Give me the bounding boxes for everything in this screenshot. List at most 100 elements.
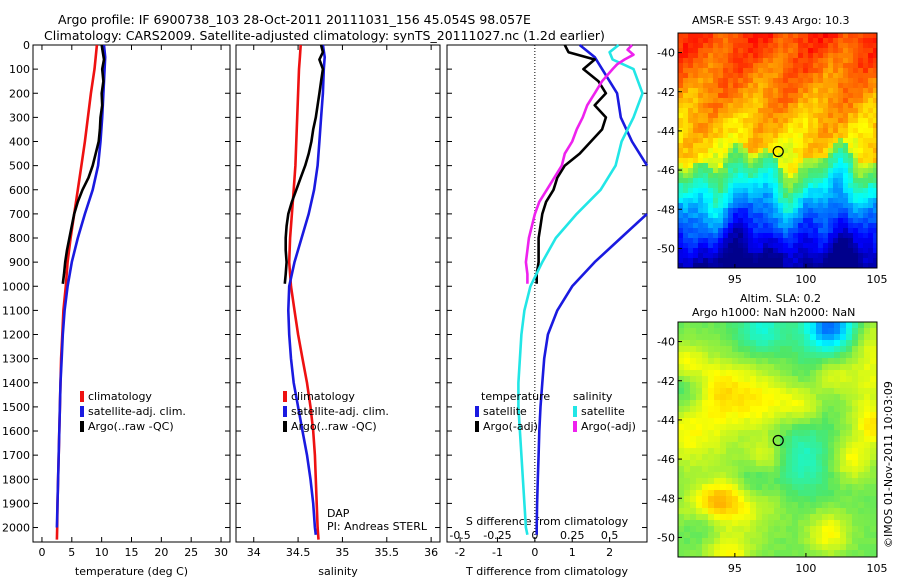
heatmap-cell: [848, 188, 853, 193]
heatmap-cell: [683, 193, 688, 198]
heatmap-cell: [792, 400, 798, 406]
heatmap-cell: [702, 322, 708, 328]
heatmap-cell: [823, 248, 828, 253]
heatmap-cell: [690, 400, 696, 406]
heatmap-cell: [846, 412, 852, 418]
x-tick-label-difference: -1: [492, 546, 503, 559]
heatmap-cell: [702, 454, 708, 460]
heatmap-cell: [723, 48, 728, 53]
heatmap-cell: [753, 183, 758, 188]
heatmap-cell: [728, 238, 733, 243]
heatmap-cell: [828, 484, 834, 490]
heatmap-cell: [708, 394, 714, 400]
heatmap-cell: [843, 253, 848, 258]
heatmap-cell: [743, 243, 748, 248]
heatmap-cell: [843, 43, 848, 48]
heatmap-cell: [843, 48, 848, 53]
map-y-tick-label: -42: [657, 86, 675, 99]
heatmap-cell: [858, 218, 863, 223]
heatmap-cell: [786, 484, 792, 490]
heatmap-cell: [708, 472, 714, 478]
heatmap-cell: [873, 48, 877, 53]
heatmap-cell: [688, 263, 693, 268]
heatmap-cell: [684, 364, 690, 370]
heatmap-cell: [848, 173, 853, 178]
heatmap-cell: [780, 430, 786, 436]
heatmap-cell: [843, 138, 848, 143]
heatmap-cell: [873, 158, 877, 163]
heatmap-cell: [833, 48, 838, 53]
heatmap-cell: [873, 118, 877, 123]
heatmap-cell: [816, 460, 822, 466]
heatmap-cell: [684, 418, 690, 424]
heatmap-cell: [863, 168, 868, 173]
heatmap-cell: [714, 454, 720, 460]
heatmap-cell: [816, 424, 822, 430]
heatmap-cell: [720, 490, 726, 496]
heatmap-cell: [756, 346, 762, 352]
heatmap-cell: [718, 143, 723, 148]
heatmap-cell: [738, 406, 744, 412]
heatmap-cell: [838, 148, 843, 153]
heatmap-cell: [788, 33, 793, 38]
heatmap-cell: [743, 123, 748, 128]
heatmap-cell: [798, 334, 804, 340]
heatmap-cell: [828, 544, 834, 550]
heatmap-cell: [774, 370, 780, 376]
heatmap-cell: [774, 508, 780, 514]
heatmap-cell: [768, 68, 773, 73]
heatmap-cell: [718, 228, 723, 233]
heatmap-cell: [758, 188, 763, 193]
heatmap-cell: [804, 340, 810, 346]
heatmap-cell: [778, 228, 783, 233]
heatmap-cell: [738, 484, 744, 490]
heatmap-cell: [696, 484, 702, 490]
heatmap-cell: [703, 228, 708, 233]
heatmap-cell: [684, 412, 690, 418]
heatmap-cell: [833, 153, 838, 158]
heatmap-cell: [813, 63, 818, 68]
heatmap-cell: [713, 128, 718, 133]
heatmap-cell: [720, 436, 726, 442]
heatmap-cell: [774, 466, 780, 472]
heatmap-cell: [763, 228, 768, 233]
heatmap-cell: [803, 208, 808, 213]
heatmap-cell: [798, 484, 804, 490]
heatmap-cell: [808, 133, 813, 138]
heatmap-cell: [804, 412, 810, 418]
heatmap-cell: [720, 352, 726, 358]
heatmap-cell: [813, 188, 818, 193]
heatmap-cell: [698, 213, 703, 218]
heatmap-cell: [678, 454, 684, 460]
heatmap-cell: [693, 33, 698, 38]
heatmap-cell: [693, 43, 698, 48]
heatmap-cell: [683, 68, 688, 73]
heatmap-cell: [750, 466, 756, 472]
heatmap-cell: [813, 148, 818, 153]
heatmap-cell: [733, 248, 738, 253]
heatmap-cell: [708, 128, 713, 133]
heatmap-cell: [728, 223, 733, 228]
heatmap-cell: [810, 424, 816, 430]
sla-map-title-line2: Argo h1000: NaN h2000: NaN: [692, 306, 856, 319]
heatmap-cell: [846, 478, 852, 484]
heatmap-cell: [744, 544, 750, 550]
heatmap-cell: [703, 88, 708, 93]
heatmap-cell: [822, 532, 828, 538]
heatmap-cell: [744, 400, 750, 406]
heatmap-cell: [690, 520, 696, 526]
heatmap-cell: [838, 43, 843, 48]
heatmap-cell: [833, 233, 838, 238]
heatmap-cell: [698, 103, 703, 108]
heatmap-cell: [693, 98, 698, 103]
heatmap-cell: [688, 113, 693, 118]
heatmap-cell: [698, 258, 703, 263]
heatmap-cell: [868, 178, 873, 183]
heatmap-cell: [780, 532, 786, 538]
heatmap-cell: [678, 328, 684, 334]
heatmap-cell: [868, 243, 873, 248]
heatmap-cell: [792, 550, 798, 556]
heatmap-cell: [803, 43, 808, 48]
heatmap-cell: [698, 263, 703, 268]
heatmap-cell: [678, 376, 684, 382]
